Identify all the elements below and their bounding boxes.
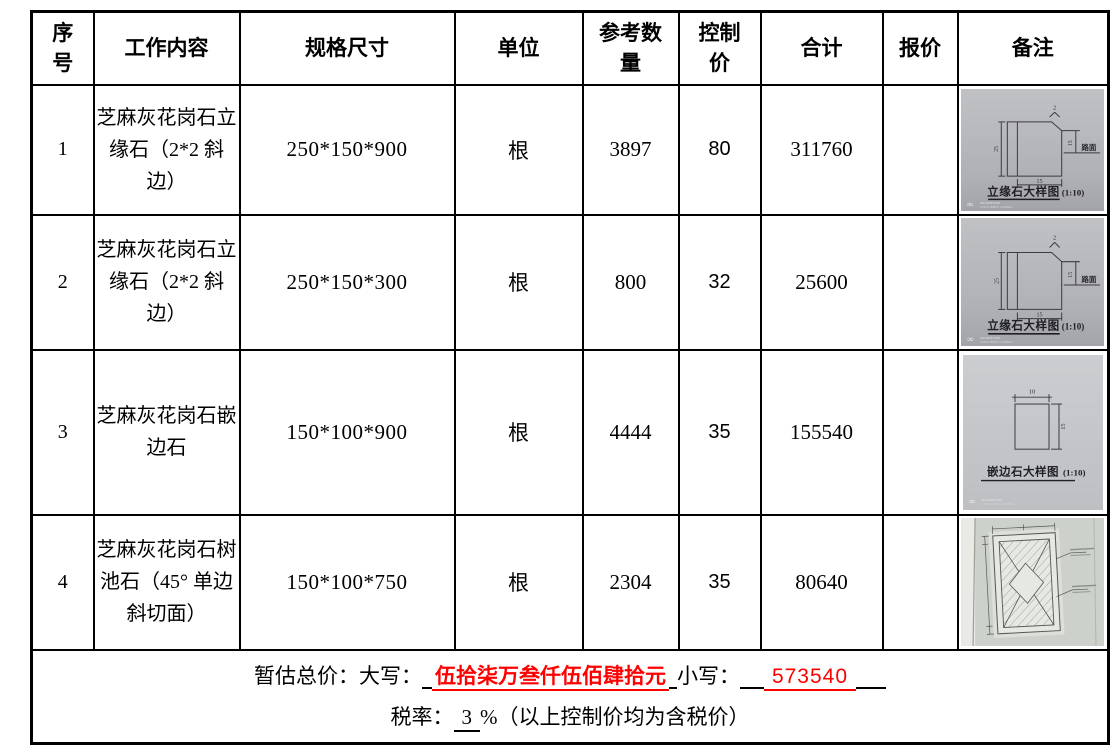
- quotation-table: 序号 工作内容 规格尺寸 单位 参考数量 控制价 合计 报价 备注 1 芝麻灰花…: [30, 10, 1110, 745]
- road-label: 路面: [1082, 274, 1098, 284]
- table-row: 1 芝麻灰花岗石立缘石（2*2 斜边） 250*150*900 根 3897 8…: [30, 83, 1110, 216]
- summary-line-total: 暂估总价：大写： 伍拾柒万叁仟伍佰肆拾元 小写： 573540: [34, 656, 1107, 697]
- cell-total: 25600: [759, 213, 884, 351]
- watermark-line1: HUAWEI P30: [980, 201, 1000, 205]
- cell-spec: 150*100*750: [238, 513, 456, 651]
- cell-quote: [881, 348, 959, 516]
- edge-stone-detail-photo: 10 15 嵌边石大样图 (1:10) ∞ HUAWEI P30 LEICA T…: [962, 354, 1103, 510]
- header-row: 序号 工作内容 规格尺寸 单位 参考数量 控制价 合计 报价 备注: [30, 10, 1110, 86]
- cell-no: 1: [30, 83, 95, 216]
- cell-work-content: 芝麻灰花岗石立缘石（2*2 斜边）: [92, 83, 241, 216]
- small-label: 小写：: [676, 663, 740, 688]
- watermark-line2: LEICA TRIPLE CAMERA: [982, 502, 1015, 506]
- curb-detail-photo: 15 25 2 15 路面 立缘石大样图 (1:10) ∞ HUAWEI P30…: [961, 88, 1105, 211]
- cell-no: 2: [30, 213, 95, 351]
- photo-scale: (1:10): [1063, 467, 1086, 477]
- dim-right-label: 15: [1068, 140, 1074, 146]
- summary-prefix: 暂估总价：: [253, 663, 359, 688]
- col-header-control-price: 控制价: [677, 10, 762, 86]
- cell-no: 4: [30, 513, 95, 651]
- underline-segment: [668, 666, 677, 689]
- cell-remark: [956, 513, 1110, 651]
- photo-title: 嵌边石大样图: [987, 464, 1059, 478]
- photo-title: 立缘石大样图: [987, 319, 1059, 333]
- col-header-unit: 单位: [453, 10, 584, 86]
- cell-remark: 15 25 2 15 路面 立缘石大样图 (1:10) ∞ HUAWEI P30…: [956, 83, 1110, 216]
- tax-note: %（以上控制价均为含税价）: [480, 704, 750, 729]
- dim-chamfer-label: 2: [1053, 105, 1056, 111]
- cell-control-price: 35: [677, 348, 762, 516]
- cell-control-price: 32: [677, 213, 762, 351]
- tax-rate-value: 3: [453, 704, 480, 732]
- cell-remark: 15 25 2 15 路面 立缘石大样图 (1:10) ∞ HUAWEI P30…: [956, 213, 1110, 351]
- dim-bottom-label: 15: [1037, 178, 1043, 184]
- photo-title: 立缘石大样图: [987, 184, 1060, 198]
- cell-total: 80640: [759, 513, 884, 651]
- dim-bottom-label: 15: [1037, 313, 1043, 319]
- cell-work-content: 芝麻灰花岗石树池石（45° 单边斜切面）: [92, 513, 241, 651]
- cell-control-price: 35: [677, 513, 762, 651]
- curb-detail-photo: 15 25 2 15 路面 立缘石大样图 (1:10) ∞ HUAWEI P30…: [961, 218, 1105, 346]
- watermark-line2: LEICA TRIPLE CAMERA: [980, 205, 1013, 209]
- dim-chamfer-label: 2: [1053, 235, 1056, 241]
- infinity-watermark-icon: ∞: [967, 199, 973, 209]
- photo-scale: (1:10): [1062, 187, 1085, 197]
- table-row: 2 芝麻灰花岗石立缘石（2*2 斜边） 250*150*300 根 800 32…: [30, 213, 1110, 351]
- dim-top-label: 10: [1029, 388, 1035, 395]
- tree-pit-plan-photo: [961, 518, 1105, 646]
- col-header-total: 合计: [759, 10, 884, 86]
- cell-control-price: 80: [677, 83, 762, 216]
- cell-work-content: 芝麻灰花岗石嵌边石: [92, 348, 241, 516]
- cell-ref-qty: 800: [581, 213, 680, 351]
- table-row: 4 芝麻灰花岗石树池石（45° 单边斜切面） 150*100*750 根 230…: [30, 513, 1110, 651]
- col-header-quote: 报价: [881, 10, 959, 86]
- cell-quote: [881, 83, 959, 216]
- underline-segment: [421, 666, 432, 689]
- table-row: 3 芝麻灰花岗石嵌边石 150*100*900 根 4444 35 155540: [30, 348, 1110, 516]
- cell-total: 311760: [759, 83, 884, 216]
- cell-remark: 10 15 嵌边石大样图 (1:10) ∞ HUAWEI P30 LEICA T…: [956, 348, 1110, 516]
- watermark-line1: HUAWEI P30: [982, 498, 1002, 502]
- summary-row: 暂估总价：大写： 伍拾柒万叁仟伍佰肆拾元 小写： 573540 税率： 3 %（以上控制价…: [30, 648, 1110, 745]
- cell-ref-qty: 2304: [581, 513, 680, 651]
- dim-right-label: 15: [1068, 272, 1074, 278]
- col-header-spec: 规格尺寸: [238, 10, 456, 86]
- cell-unit: 根: [453, 83, 584, 216]
- caps-amount-value: 伍拾柒万叁仟伍佰肆拾元: [431, 663, 669, 691]
- col-header-ref-qty: 参考数量: [581, 10, 680, 86]
- summary-cell: 暂估总价：大写： 伍拾柒万叁仟伍佰肆拾元 小写： 573540 税率： 3 %（以上控制价…: [30, 648, 1110, 745]
- tax-label: 税率：: [390, 704, 454, 729]
- cell-spec: 150*100*900: [238, 348, 456, 516]
- watermark-line1: HUAWEI P30: [980, 336, 1000, 340]
- cell-spec: 250*150*300: [238, 213, 456, 351]
- watermark-line2: LEICA TRIPLE CAMERA: [980, 340, 1013, 344]
- col-header-work-content: 工作内容: [92, 10, 241, 86]
- cell-no: 3: [30, 348, 95, 516]
- col-header-remark: 备注: [956, 10, 1110, 86]
- col-header-no: 序号: [30, 10, 95, 86]
- infinity-watermark-icon: ∞: [967, 334, 973, 344]
- underline-segment: [856, 666, 887, 689]
- road-label: 路面: [1082, 143, 1098, 152]
- cell-total: 155540: [759, 348, 884, 516]
- dim-left-label: 25: [994, 146, 1000, 152]
- summary-line-tax: 税率： 3 %（以上控制价均为含税价）: [34, 697, 1107, 737]
- dim-left-label: 25: [995, 278, 1001, 284]
- photo-scale: (1:10): [1062, 322, 1085, 332]
- cell-work-content: 芝麻灰花岗石立缘石（2*2 斜边）: [92, 213, 241, 351]
- caps-label: 大写：: [358, 663, 422, 688]
- cell-unit: 根: [453, 213, 584, 351]
- cell-ref-qty: 4444: [581, 348, 680, 516]
- dim-right-label: 15: [1060, 423, 1067, 429]
- small-amount-value: 573540: [763, 664, 857, 691]
- cell-quote: [881, 213, 959, 351]
- cell-quote: [881, 513, 959, 651]
- cell-unit: 根: [453, 513, 584, 651]
- underline-segment: [739, 666, 764, 689]
- infinity-watermark-icon: ∞: [969, 496, 975, 506]
- cell-ref-qty: 3897: [581, 83, 680, 216]
- cell-unit: 根: [453, 348, 584, 516]
- cell-spec: 250*150*900: [238, 83, 456, 216]
